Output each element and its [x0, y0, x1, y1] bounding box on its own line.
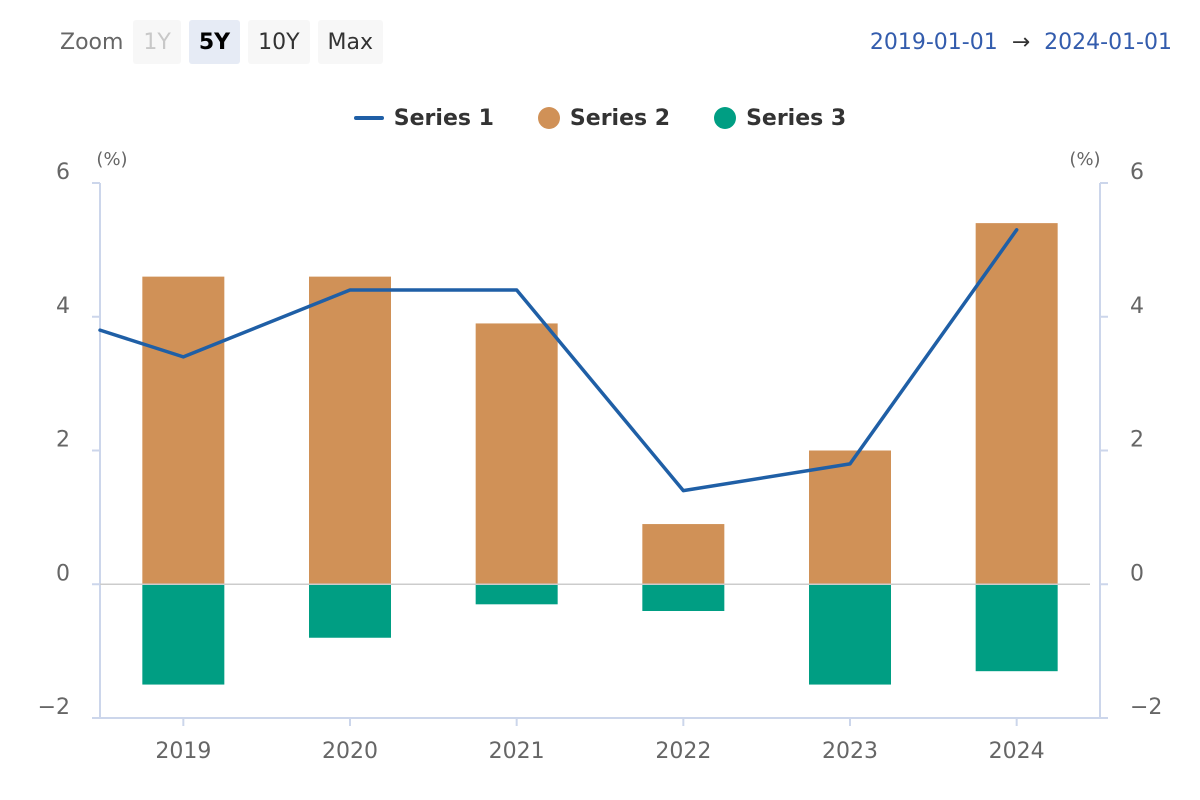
range-start-date[interactable]: 2019-01-01 — [869, 29, 998, 55]
series-2-bar — [309, 276, 391, 585]
legend-line-icon — [353, 116, 384, 120]
series-3-bar — [142, 584, 225, 685]
y-tick-label-right: −2 — [1130, 695, 1162, 720]
legend-label-series-3: Series 3 — [746, 105, 847, 131]
series-2-bar — [975, 223, 1058, 585]
y-tick-label-right: 6 — [1130, 160, 1144, 185]
x-tick-label: 2019 — [155, 739, 211, 764]
y-tick-label-left: 2 — [56, 428, 70, 453]
series-3-bar — [975, 584, 1058, 672]
series-1-point — [515, 288, 519, 292]
range-arrow: → — [1011, 29, 1031, 55]
zoom-label: Zoom — [60, 29, 124, 55]
legend-label-series-1: Series 1 — [393, 105, 494, 131]
y-tick-label-right: 2 — [1130, 428, 1144, 453]
legend-dot-icon — [714, 107, 737, 129]
series-1-point — [181, 355, 185, 359]
y-tick-label-left: 4 — [56, 294, 70, 319]
series-1-point — [348, 288, 352, 292]
y-tick-label-left: 6 — [56, 160, 70, 185]
y-tick-label-left: 0 — [56, 561, 70, 586]
zoom-1y-button[interactable]: 1Y — [133, 20, 181, 64]
zoom-max-button[interactable]: Max — [317, 20, 384, 64]
date-range: 2019-01-01 → 2024-01-01 — [870, 20, 1172, 64]
zoom-toolbar: Zoom 1Y 5Y 10Y Max — [60, 20, 384, 64]
x-tick-label: 2020 — [322, 739, 378, 764]
legend-item-series-1[interactable]: Series 1 — [353, 105, 494, 131]
y-tick-label-right: 0 — [1130, 561, 1144, 586]
x-tick-label: 2021 — [489, 739, 545, 764]
series-3-bar — [809, 584, 891, 685]
series-1-point — [1015, 228, 1019, 232]
series-3-bar — [475, 584, 558, 605]
chart-legend: Series 1 Series 2 Series 3 — [0, 100, 1200, 136]
zoom-10y-button[interactable]: 10Y — [248, 20, 310, 64]
y-unit-right: (%) — [1069, 149, 1100, 170]
series-2-bar — [809, 450, 891, 585]
zoom-5y-button[interactable]: 5Y — [188, 20, 241, 64]
y-tick-label-right: 4 — [1130, 294, 1144, 319]
y-unit-left: (%) — [96, 149, 127, 170]
range-end-date[interactable]: 2024-01-01 — [1044, 29, 1172, 55]
legend-item-series-2[interactable]: Series 2 — [537, 105, 671, 131]
series-2-bar — [475, 323, 558, 585]
series-1-point — [681, 489, 685, 493]
y-tick-label-left: −2 — [38, 695, 70, 720]
series-1-point — [848, 462, 852, 466]
legend-label-series-2: Series 2 — [569, 105, 671, 131]
series-2-bar — [142, 276, 225, 585]
x-tick-label: 2023 — [822, 739, 878, 764]
legend-dot-icon — [537, 107, 560, 129]
x-tick-label: 2022 — [655, 739, 711, 764]
series-3-bar — [642, 584, 725, 611]
x-tick-label: 2024 — [989, 739, 1045, 764]
legend-item-series-3[interactable]: Series 3 — [714, 106, 846, 131]
series-3-bar — [309, 584, 391, 638]
series-2-bar — [642, 524, 725, 585]
